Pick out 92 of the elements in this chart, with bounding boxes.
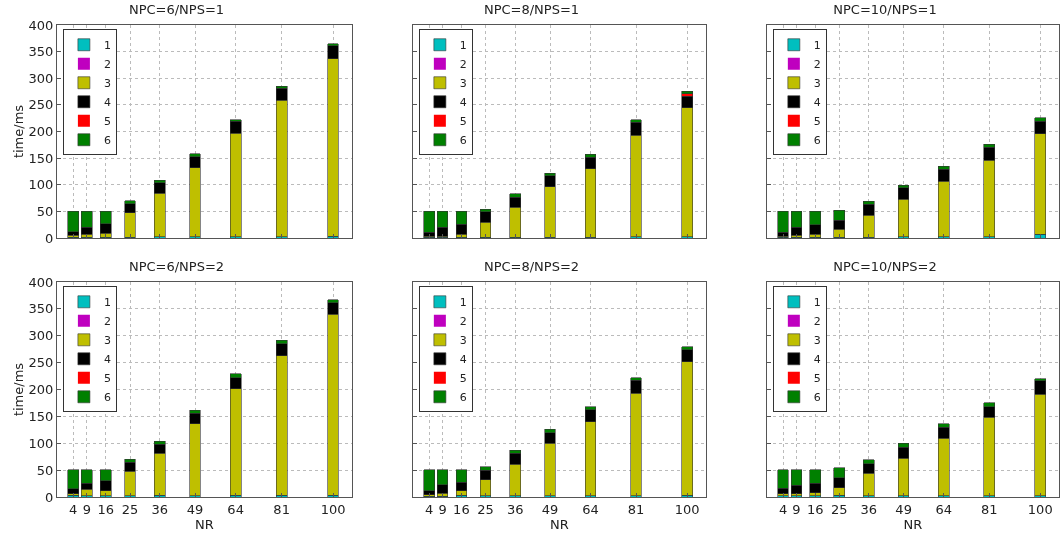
- legend-label: 3: [813, 77, 821, 91]
- x-tick-label: 9: [438, 501, 447, 517]
- y-axis-title: time/ms: [10, 362, 26, 417]
- y-tick-label: 200: [28, 124, 54, 140]
- legend-label: 1: [813, 296, 821, 310]
- legend-label: 5: [813, 372, 821, 386]
- chart-title: NPC=8/NPS=2: [483, 259, 580, 275]
- x-tick-label: 9: [792, 501, 801, 517]
- legend-label: 3: [459, 334, 467, 348]
- legend-label: 1: [459, 296, 467, 310]
- y-tick-label: 350: [28, 44, 54, 60]
- x-tick-label: 49: [186, 501, 204, 517]
- legend-label: 3: [103, 334, 111, 348]
- legend-label: 6: [103, 134, 111, 148]
- legend-label: 4: [103, 96, 111, 110]
- y-tick-label: 150: [28, 408, 54, 424]
- legend-label: 1: [813, 39, 821, 53]
- legend-label: 4: [813, 96, 821, 110]
- legend-label: 2: [103, 58, 111, 72]
- legend-label: 2: [459, 315, 467, 329]
- legend-label: 4: [813, 353, 821, 367]
- x-tick-label: 64: [935, 501, 953, 517]
- y-tick-label: 300: [28, 70, 54, 86]
- y-tick-label: 400: [28, 17, 54, 33]
- legend-label: 2: [813, 315, 821, 329]
- legend-label: 4: [459, 96, 467, 110]
- x-tick-label: 64: [582, 501, 599, 517]
- chart-title: NPC=10/NPS=2: [833, 259, 937, 275]
- chart-title: NPC=6/NPS=2: [128, 259, 225, 275]
- x-tick-label: 16: [453, 501, 470, 517]
- x-axis-title: NR: [195, 516, 214, 532]
- x-tick-label: 64: [227, 501, 244, 517]
- x-tick-label: 9: [82, 501, 91, 517]
- y-tick-label: 150: [28, 150, 54, 166]
- legend-label: 2: [103, 315, 111, 329]
- legend-label: 5: [103, 372, 111, 386]
- y-tick-label: 250: [28, 97, 54, 113]
- legend-label: 6: [813, 391, 821, 405]
- x-tick-label: 100: [674, 501, 700, 517]
- x-tick-label: 81: [273, 501, 290, 517]
- x-tick-label: 25: [121, 501, 139, 517]
- x-tick-label: 4: [778, 501, 788, 517]
- x-tick-label: 4: [69, 501, 78, 517]
- x-tick-label: 25: [477, 501, 494, 517]
- y-tick-label: 200: [28, 382, 54, 398]
- x-tick-label: 36: [506, 501, 524, 517]
- x-tick-label: 36: [151, 501, 169, 517]
- legend-label: 5: [103, 115, 111, 129]
- chart-title: NPC=10/NPS=1: [833, 2, 937, 18]
- x-tick-label: 49: [895, 501, 912, 517]
- legend-label: 5: [459, 115, 467, 129]
- legend-label: 6: [813, 134, 821, 148]
- y-tick-label: 100: [28, 177, 54, 193]
- x-tick-label: 36: [860, 501, 878, 517]
- legend-label: 2: [813, 58, 821, 72]
- legend-label: 2: [459, 58, 467, 72]
- y-tick-label: 0: [45, 230, 54, 246]
- legend-label: 4: [103, 353, 111, 367]
- legend-label: 6: [103, 391, 111, 405]
- legend-label: 1: [103, 39, 111, 53]
- legend-label: 6: [459, 391, 467, 405]
- legend-label: 5: [459, 372, 467, 386]
- x-tick-label: 81: [981, 501, 998, 517]
- legend-label: 1: [103, 296, 111, 310]
- x-tick-label: 4: [424, 501, 434, 517]
- x-axis-title: NR: [903, 516, 923, 532]
- x-tick-label: 25: [831, 501, 848, 517]
- y-tick-label: 350: [28, 301, 54, 317]
- chart-title: NPC=6/NPS=1: [128, 2, 225, 18]
- y-tick-label: 50: [36, 462, 54, 478]
- y-tick-label: 100: [28, 435, 54, 451]
- x-axis-title: NR: [550, 516, 569, 532]
- legend-label: 3: [813, 334, 821, 348]
- x-tick-label: 16: [806, 501, 824, 517]
- legend-label: 3: [459, 77, 467, 91]
- legend-label: 3: [103, 77, 111, 91]
- legend-label: 1: [459, 39, 467, 53]
- x-tick-label: 100: [320, 501, 346, 517]
- y-tick-label: 300: [28, 328, 54, 344]
- x-tick-label: 49: [541, 501, 559, 517]
- y-tick-label: 400: [28, 274, 54, 290]
- legend-label: 6: [459, 134, 467, 148]
- x-tick-label: 81: [627, 501, 645, 517]
- legend-label: 4: [459, 353, 467, 367]
- chart-title: NPC=8/NPS=1: [483, 2, 580, 18]
- y-tick-label: 0: [45, 489, 54, 505]
- x-tick-label: 100: [1027, 501, 1053, 517]
- legend-label: 5: [813, 115, 821, 129]
- y-axis-title: time/ms: [10, 104, 26, 159]
- y-tick-label: 50: [36, 203, 54, 219]
- y-tick-label: 250: [28, 355, 54, 371]
- x-tick-label: 16: [97, 501, 114, 517]
